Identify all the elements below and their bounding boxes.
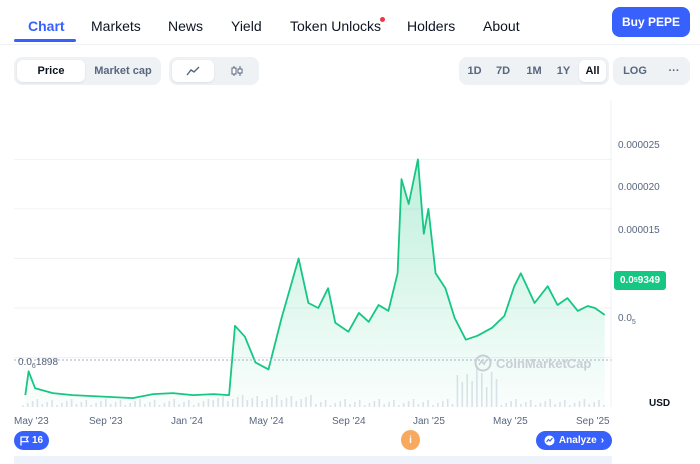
x-tick-label: Sep '24 — [332, 416, 366, 427]
range-1m[interactable]: 1M — [526, 65, 542, 77]
price-option[interactable]: Price — [17, 60, 85, 82]
tab-token-unlocks[interactable]: Token Unlocks — [290, 18, 382, 34]
chevron-right-icon: › — [600, 435, 605, 446]
chart-style-toggle — [169, 57, 259, 85]
analyze-button[interactable]: Analyze › — [536, 431, 612, 450]
flag-icon — [20, 435, 29, 445]
tab-about[interactable]: About — [483, 18, 520, 34]
tab-chart[interactable]: Chart — [28, 18, 65, 34]
candlestick-icon[interactable] — [217, 60, 256, 82]
active-tab-underline — [14, 39, 76, 42]
scale-options: LOG ··· — [613, 57, 690, 85]
x-tick-label: May '24 — [249, 416, 284, 427]
range-all[interactable]: All — [579, 60, 606, 82]
buy-button[interactable]: Buy PEPE — [612, 7, 690, 37]
tab-news[interactable]: News — [168, 18, 204, 34]
more-options-button[interactable]: ··· — [668, 65, 680, 77]
x-tick-label: Jan '24 — [171, 416, 203, 427]
range-selector: 1D 7D 1M 1Y All — [459, 57, 609, 85]
top-nav: Chart Markets News Yield Token Unlocks H… — [0, 0, 700, 45]
tab-markets[interactable]: Markets — [91, 18, 141, 34]
volume-bar — [22, 405, 24, 407]
notification-dot — [380, 17, 385, 22]
price-area-fill — [25, 159, 605, 407]
coinmarketcap-logo-icon — [474, 354, 492, 372]
min-price-label: 0.061898 — [18, 357, 59, 370]
current-price-tag: 0.0 5 9349 — [614, 271, 666, 290]
y-tick-label: 0.000025 — [618, 140, 660, 151]
price-chart-svg — [14, 100, 612, 407]
currency-label: USD — [649, 398, 671, 409]
range-1y[interactable]: 1Y — [556, 65, 571, 77]
analyze-icon — [544, 435, 555, 446]
log-toggle[interactable]: LOG — [623, 65, 647, 77]
event-marker[interactable]: i — [401, 430, 420, 450]
x-tick-label: Sep '25 — [576, 416, 610, 427]
tab-holders[interactable]: Holders — [407, 18, 456, 34]
x-tick-label: Jan '25 — [413, 416, 445, 427]
x-tick-label: May '25 — [493, 416, 528, 427]
market-cap-option[interactable]: Market cap — [94, 65, 152, 77]
range-navigator-strip[interactable] — [14, 456, 612, 464]
y-tick-label: 0.05 — [618, 313, 636, 326]
price-series-line — [24, 158, 606, 399]
range-1d[interactable]: 1D — [467, 65, 482, 77]
line-chart-icon[interactable] — [172, 60, 214, 82]
price-chart[interactable] — [14, 100, 612, 407]
x-tick-label: Sep '23 — [89, 416, 123, 427]
y-tick-label: 0.000020 — [618, 182, 660, 193]
tab-yield[interactable]: Yield — [231, 18, 262, 34]
coinmarketcap-watermark: CoinMarketCap — [474, 354, 591, 372]
price-type-toggle: Price Market cap — [14, 57, 161, 85]
y-tick-label: 0.000015 — [618, 225, 660, 236]
x-tick-label: May '23 — [14, 416, 49, 427]
events-flag-button[interactable]: 16 — [14, 431, 49, 450]
range-7d[interactable]: 7D — [495, 65, 511, 77]
